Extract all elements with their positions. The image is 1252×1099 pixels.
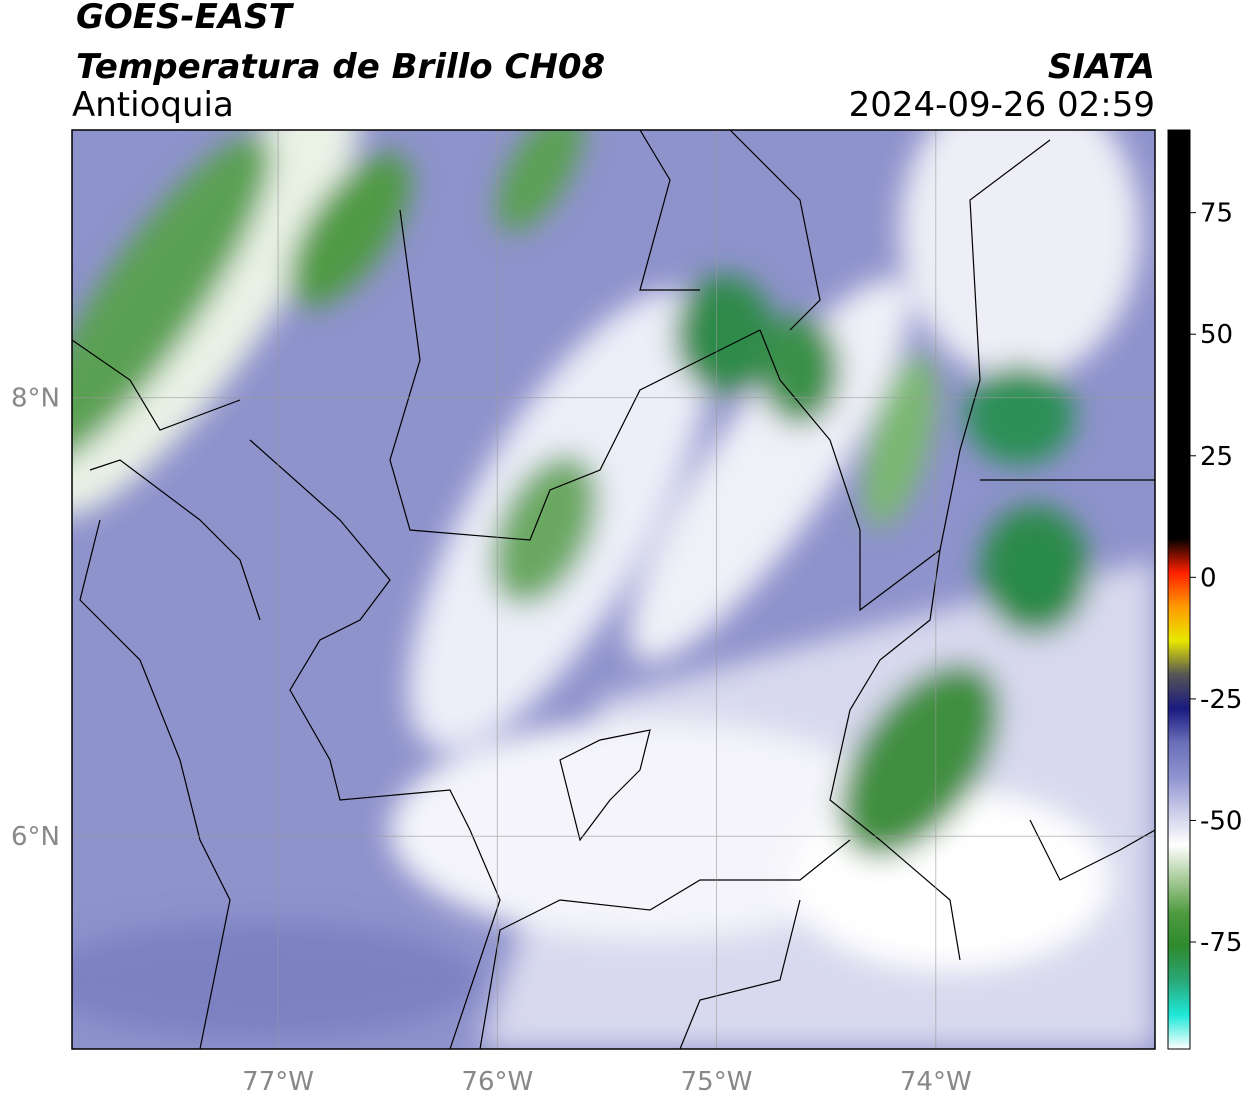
x-tick-label: 75°W xyxy=(681,1067,753,1097)
x-tick-label: 76°W xyxy=(461,1067,533,1097)
colorbar-tick-label: 75 xyxy=(1200,199,1233,229)
grid xyxy=(72,130,1155,1049)
subtitle: Temperatura de Brillo CH08 xyxy=(76,47,605,87)
title: GOES-EAST xyxy=(76,0,295,37)
colorbar-tick-label: 0 xyxy=(1200,563,1217,593)
x-tick-label: 77°W xyxy=(242,1067,314,1097)
colorbar-tick-label: -25 xyxy=(1200,685,1242,715)
x-tick-label: 74°W xyxy=(900,1067,972,1097)
map-frame xyxy=(71,129,1156,1050)
colorbar-tick-label: 25 xyxy=(1200,442,1233,472)
source: SIATA xyxy=(1048,47,1155,87)
colorbar-tick-label: -50 xyxy=(1200,806,1242,836)
colorbar-tick-label: 50 xyxy=(1200,320,1233,350)
y-tick-label: 8°N xyxy=(11,384,60,414)
colorbar xyxy=(1167,129,1191,1050)
satellite-image xyxy=(72,130,1155,1049)
timestamp: 2024-09-26 02:59 xyxy=(849,85,1155,125)
y-tick-label: 6°N xyxy=(11,822,60,852)
colorbar-tick-label: -75 xyxy=(1200,928,1242,958)
region: Antioquia xyxy=(72,85,234,125)
